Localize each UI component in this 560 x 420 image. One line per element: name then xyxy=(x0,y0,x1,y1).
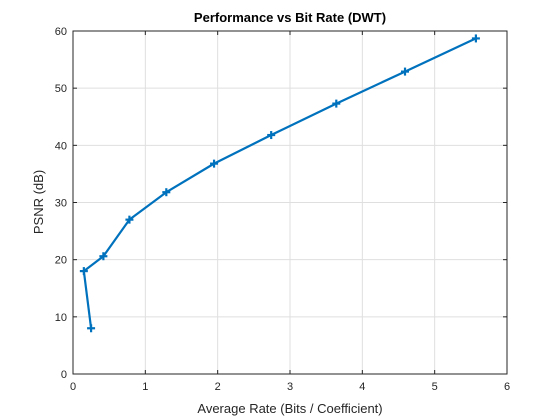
y-tick-label: 0 xyxy=(61,369,67,381)
x-axis-label: Average Rate (Bits / Coefficient) xyxy=(197,401,382,416)
data-point xyxy=(401,67,410,76)
x-tick-label: 0 xyxy=(70,381,76,393)
grid xyxy=(73,31,507,374)
data-point xyxy=(99,252,108,261)
y-tick-label: 50 xyxy=(55,83,67,95)
y-tick-label: 40 xyxy=(55,140,67,152)
y-tick-label: 10 xyxy=(55,312,67,324)
data-point xyxy=(471,34,480,43)
data-point xyxy=(332,99,341,108)
data-point xyxy=(125,215,134,224)
x-tick-label: 1 xyxy=(142,381,148,393)
x-tick-label: 6 xyxy=(504,381,510,393)
y-tick-label: 20 xyxy=(55,255,67,267)
x-tick-label: 3 xyxy=(287,381,293,393)
y-axis-label: PSNR (dB) xyxy=(31,170,46,234)
data-point xyxy=(87,324,96,333)
x-tick-label: 4 xyxy=(359,381,365,393)
data-point xyxy=(210,159,219,168)
x-tick-label: 5 xyxy=(432,381,438,393)
data-point xyxy=(267,131,276,140)
series-line xyxy=(82,37,477,329)
data-point xyxy=(162,188,171,197)
y-tick-label: 60 xyxy=(55,26,67,38)
data-point xyxy=(79,267,88,276)
x-tick-label: 2 xyxy=(215,381,221,393)
chart-title: Performance vs Bit Rate (DWT) xyxy=(194,10,386,25)
y-tick-label: 30 xyxy=(55,198,67,210)
series-group xyxy=(79,34,480,333)
